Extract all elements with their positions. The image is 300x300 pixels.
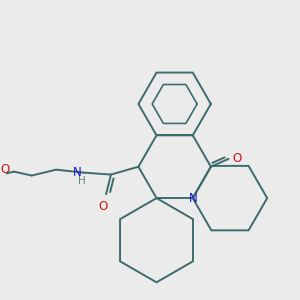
Text: O: O [0,163,9,176]
Text: N: N [188,192,197,205]
Text: N: N [73,166,82,179]
Text: O: O [98,200,108,213]
Text: H: H [78,176,86,186]
Text: O: O [232,152,242,165]
